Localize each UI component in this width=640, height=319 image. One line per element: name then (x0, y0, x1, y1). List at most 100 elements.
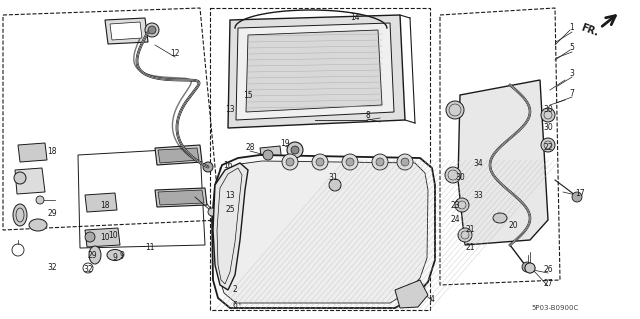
Text: 29: 29 (47, 209, 57, 218)
Text: 12: 12 (170, 48, 180, 57)
Circle shape (203, 162, 213, 172)
Circle shape (372, 154, 388, 170)
Polygon shape (85, 193, 117, 212)
Polygon shape (228, 15, 405, 128)
Text: 20: 20 (508, 220, 518, 229)
Polygon shape (15, 168, 45, 194)
Circle shape (148, 26, 156, 34)
Circle shape (282, 154, 298, 170)
Ellipse shape (493, 213, 507, 223)
Text: 34: 34 (473, 159, 483, 167)
Polygon shape (110, 22, 142, 40)
Text: 32: 32 (83, 265, 93, 275)
Circle shape (346, 158, 354, 166)
Text: 9: 9 (120, 250, 124, 259)
Polygon shape (155, 145, 202, 165)
Circle shape (445, 167, 461, 183)
Ellipse shape (89, 246, 101, 264)
Polygon shape (212, 155, 435, 308)
Text: 22: 22 (543, 144, 553, 152)
Circle shape (316, 158, 324, 166)
Polygon shape (220, 165, 257, 181)
Circle shape (312, 154, 328, 170)
Text: 3: 3 (570, 69, 575, 78)
Text: 32: 32 (47, 263, 57, 272)
Polygon shape (218, 161, 428, 303)
Circle shape (14, 172, 26, 184)
Circle shape (522, 262, 532, 272)
Circle shape (208, 208, 216, 216)
Text: 13: 13 (225, 106, 235, 115)
Polygon shape (155, 188, 207, 207)
Text: 21: 21 (465, 226, 475, 234)
Polygon shape (213, 163, 248, 290)
Polygon shape (158, 190, 204, 205)
Text: 18: 18 (47, 147, 57, 157)
Text: 9: 9 (113, 254, 117, 263)
Text: 18: 18 (100, 201, 109, 210)
Text: 25: 25 (225, 205, 235, 214)
Text: 11: 11 (145, 243, 155, 253)
Text: 16: 16 (223, 160, 233, 169)
Text: 15: 15 (243, 91, 253, 100)
Circle shape (572, 192, 582, 202)
Ellipse shape (29, 219, 47, 231)
Circle shape (85, 232, 95, 242)
Circle shape (145, 23, 159, 37)
Text: 4: 4 (429, 295, 435, 305)
Circle shape (541, 138, 555, 152)
Text: 26: 26 (543, 265, 553, 275)
Polygon shape (260, 146, 282, 164)
Text: 17: 17 (575, 189, 585, 197)
Text: 29: 29 (87, 250, 97, 259)
Ellipse shape (107, 249, 123, 261)
Circle shape (36, 196, 44, 204)
Text: 19: 19 (280, 138, 290, 147)
Text: FR.: FR. (580, 22, 600, 38)
Ellipse shape (13, 204, 27, 226)
Polygon shape (18, 143, 47, 162)
Text: 7: 7 (570, 88, 575, 98)
Text: 30: 30 (455, 174, 465, 182)
Text: 23: 23 (450, 201, 460, 210)
Text: 24: 24 (450, 216, 460, 225)
Polygon shape (158, 148, 199, 163)
Circle shape (342, 154, 358, 170)
Text: 27: 27 (543, 278, 553, 287)
Circle shape (525, 263, 535, 273)
Circle shape (541, 108, 555, 122)
Circle shape (446, 101, 464, 119)
Text: 21: 21 (465, 243, 475, 253)
Text: 5P03-B0900C: 5P03-B0900C (531, 305, 579, 311)
Polygon shape (246, 30, 382, 112)
Circle shape (401, 158, 409, 166)
Text: 14: 14 (350, 13, 360, 23)
Text: 10: 10 (108, 231, 118, 240)
Text: 33: 33 (473, 190, 483, 199)
Text: 13: 13 (225, 190, 235, 199)
Polygon shape (105, 18, 148, 44)
Circle shape (397, 154, 413, 170)
Polygon shape (458, 80, 548, 245)
Text: 2: 2 (232, 286, 237, 294)
Circle shape (287, 142, 303, 158)
Text: 8: 8 (365, 110, 371, 120)
Text: 30: 30 (543, 106, 553, 115)
Polygon shape (395, 280, 428, 308)
Polygon shape (236, 23, 394, 120)
Circle shape (329, 179, 341, 191)
Circle shape (376, 158, 384, 166)
Polygon shape (85, 228, 120, 247)
Text: 6: 6 (232, 300, 237, 309)
Text: 10: 10 (100, 234, 110, 242)
Circle shape (291, 146, 299, 154)
Circle shape (525, 263, 535, 273)
Text: 1: 1 (570, 24, 574, 33)
Text: 28: 28 (245, 144, 255, 152)
Circle shape (455, 198, 469, 212)
Text: 30: 30 (543, 123, 553, 132)
Circle shape (458, 228, 472, 242)
Circle shape (263, 150, 273, 160)
Circle shape (286, 158, 294, 166)
Text: 31: 31 (328, 174, 338, 182)
